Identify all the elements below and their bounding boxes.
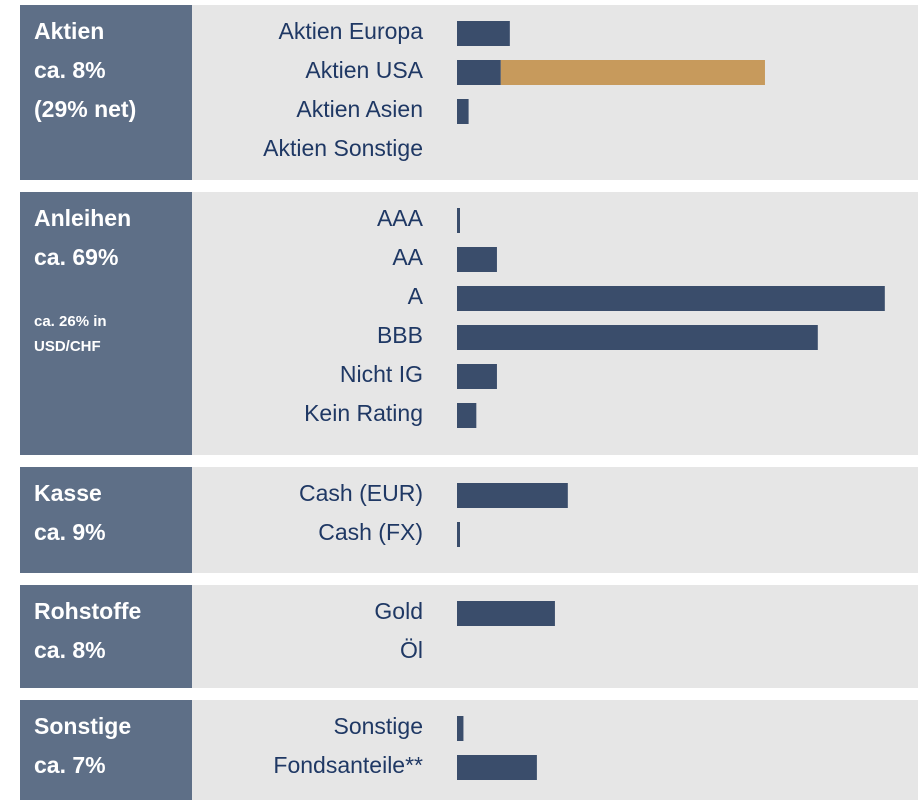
category-label: Cash (EUR) bbox=[299, 480, 423, 506]
bar bbox=[457, 325, 818, 350]
bar bbox=[457, 60, 501, 85]
category-label: A bbox=[408, 283, 424, 309]
category-label: AA bbox=[392, 244, 423, 270]
category-label: Aktien Europa bbox=[279, 18, 424, 44]
category-label: AAA bbox=[377, 205, 424, 231]
bar bbox=[457, 364, 497, 389]
group-panel bbox=[192, 585, 918, 688]
bar bbox=[457, 755, 537, 780]
bar bbox=[457, 21, 510, 46]
category-label: Aktien Sonstige bbox=[263, 135, 423, 161]
bar bbox=[457, 716, 464, 741]
group-title: (29% net) bbox=[34, 96, 136, 122]
group-title: ca. 9% bbox=[34, 519, 106, 545]
group-title: ca. 8% bbox=[34, 637, 106, 663]
group-header bbox=[20, 5, 192, 180]
group-title: Sonstige bbox=[34, 713, 131, 739]
bar-extra bbox=[500, 60, 765, 85]
bar bbox=[457, 601, 555, 626]
category-label: Kein Rating bbox=[304, 400, 423, 426]
group-note: ca. 26% in bbox=[34, 313, 107, 330]
group-panel bbox=[192, 5, 918, 180]
category-label: Nicht IG bbox=[340, 361, 423, 387]
category-label: BBB bbox=[377, 322, 423, 348]
group-header bbox=[20, 192, 192, 455]
group-note: USD/CHF bbox=[34, 338, 101, 355]
category-label: Öl bbox=[400, 637, 423, 663]
group-header bbox=[20, 585, 192, 688]
bar bbox=[457, 99, 469, 124]
category-label: Cash (FX) bbox=[318, 519, 423, 545]
category-label: Gold bbox=[374, 598, 423, 624]
bar bbox=[457, 522, 460, 547]
group-title: ca. 7% bbox=[34, 752, 106, 778]
category-label: Fondsanteile** bbox=[273, 752, 423, 778]
category-label: Aktien USA bbox=[305, 57, 423, 83]
bar bbox=[457, 247, 497, 272]
group-panel bbox=[192, 700, 918, 800]
category-label: Aktien Asien bbox=[296, 96, 423, 122]
bar bbox=[457, 286, 885, 311]
bar bbox=[457, 483, 568, 508]
group-header bbox=[20, 700, 192, 800]
group-title: Anleihen bbox=[34, 205, 131, 231]
group-panel bbox=[192, 192, 918, 455]
group-header bbox=[20, 467, 192, 573]
group-title: Rohstoffe bbox=[34, 598, 141, 624]
group-title: ca. 8% bbox=[34, 57, 106, 83]
bar bbox=[457, 208, 460, 233]
bar bbox=[457, 403, 477, 428]
group-title: ca. 69% bbox=[34, 244, 118, 270]
group-title: Aktien bbox=[34, 18, 104, 44]
group-title: Kasse bbox=[34, 480, 102, 506]
category-label: Sonstige bbox=[333, 713, 423, 739]
